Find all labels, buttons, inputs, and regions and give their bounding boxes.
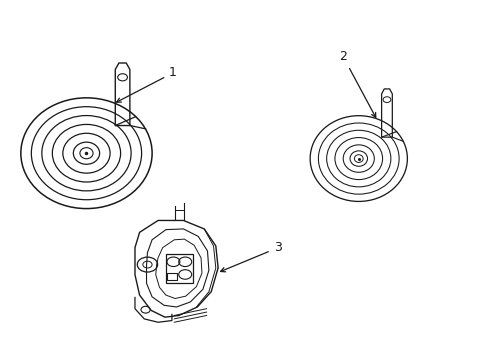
Text: 3: 3 bbox=[220, 241, 281, 272]
Text: 2: 2 bbox=[339, 50, 375, 117]
Text: 1: 1 bbox=[116, 66, 177, 102]
